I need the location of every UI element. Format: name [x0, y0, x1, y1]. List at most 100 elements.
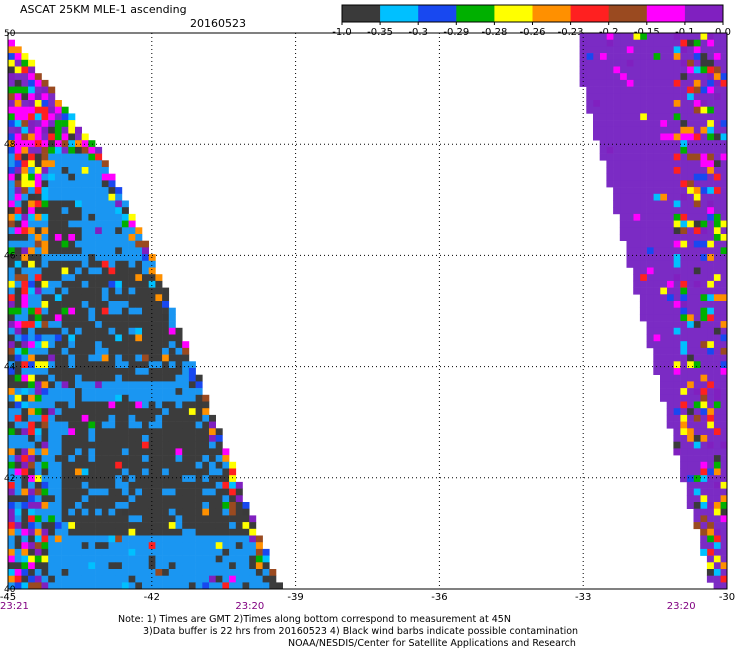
- swath-cell: [75, 562, 82, 570]
- swath-cell: [162, 475, 170, 483]
- swath-cell: [61, 140, 69, 148]
- swath-cell: [229, 575, 237, 583]
- swath-cell: [135, 569, 143, 576]
- swath-cell: [8, 528, 15, 536]
- swath-cell: [155, 488, 163, 496]
- swath-cell: [115, 361, 123, 369]
- swath-cell: [680, 274, 688, 282]
- swath-cell: [706, 542, 714, 550]
- swath-cell: [720, 575, 728, 583]
- swath-cell: [586, 106, 594, 114]
- swath-cell: [81, 146, 89, 154]
- swath-cell: [88, 374, 96, 382]
- swath-cell: [81, 200, 89, 208]
- swath-cell: [95, 401, 103, 409]
- swath-cell: [148, 569, 156, 576]
- swath-cell: [706, 481, 714, 489]
- swath-cell: [613, 53, 621, 61]
- swath-cell: [54, 126, 62, 134]
- swath-cell: [135, 448, 143, 456]
- swath-cell: [54, 146, 62, 154]
- swath-cell: [633, 53, 641, 61]
- swath-cell: [660, 301, 667, 308]
- swath-cell: [54, 140, 62, 148]
- swath-cell: [21, 481, 29, 489]
- swath-cell: [646, 153, 654, 161]
- swath-cell: [21, 347, 29, 355]
- swath-cell: [115, 321, 123, 329]
- swath-cell: [14, 93, 22, 101]
- swath-cell: [720, 341, 728, 349]
- swath-cell: [175, 334, 183, 342]
- swath-cell: [720, 334, 728, 342]
- swath-cell: [706, 508, 714, 516]
- swath-cell: [693, 421, 701, 429]
- swath-cell: [75, 394, 82, 402]
- swath-cell: [209, 548, 216, 556]
- swath-cell: [626, 33, 634, 40]
- swath-cell: [61, 475, 69, 483]
- swath-cell: [101, 173, 109, 181]
- swath-cell: [706, 535, 714, 543]
- swath-cell: [48, 314, 56, 322]
- swath-cell: [34, 408, 42, 416]
- swath-cell: [115, 334, 123, 342]
- swath-cell: [653, 173, 661, 181]
- swath-cell: [101, 374, 109, 382]
- swath-cell: [720, 555, 728, 563]
- swath-cell: [101, 515, 109, 523]
- swath-cell: [81, 180, 89, 188]
- swath-cell: [68, 401, 76, 409]
- swath-cell: [720, 368, 728, 375]
- swath-cell: [222, 548, 230, 556]
- swath-cell: [155, 548, 163, 556]
- swath-cell: [720, 53, 728, 61]
- swath-cell: [41, 146, 49, 154]
- swath-cell: [693, 247, 701, 255]
- swath-cell: [255, 582, 263, 590]
- swath-cell: [8, 441, 15, 449]
- swath-cell: [706, 495, 714, 503]
- swath-cell: [21, 93, 29, 101]
- swath-cell: [626, 100, 634, 107]
- swath-cell: [706, 187, 714, 195]
- swath-cell: [34, 294, 42, 302]
- swath-cell: [14, 234, 22, 241]
- swath-cell: [706, 274, 714, 282]
- swath-cell: [8, 542, 15, 550]
- swath-cell: [34, 421, 42, 429]
- swath-cell: [720, 448, 728, 456]
- swath-cell: [21, 388, 29, 396]
- swath-cell: [14, 347, 22, 355]
- swath-cell: [155, 280, 163, 288]
- swath-cell: [115, 562, 123, 570]
- swath-cell: [660, 307, 667, 315]
- swath-cell: [666, 374, 674, 382]
- swath-cell: [121, 301, 129, 308]
- swath-cell: [135, 327, 143, 335]
- swath-cell: [61, 515, 69, 523]
- swath-cell: [693, 354, 701, 362]
- swath-cell: [68, 126, 76, 134]
- swath-cell: [28, 93, 36, 101]
- swath-cell: [48, 106, 56, 114]
- swath-cell: [95, 153, 103, 161]
- swath-cell: [108, 401, 116, 409]
- swath-cell: [8, 314, 15, 322]
- swath-cell: [619, 39, 627, 47]
- swath-cell: [155, 354, 163, 362]
- swath-cell: [81, 140, 89, 148]
- swath-cell: [673, 193, 681, 201]
- swath-cell: [706, 73, 714, 81]
- swath-cell: [162, 414, 170, 422]
- swath-cell: [68, 294, 76, 302]
- swath-cell: [168, 414, 176, 422]
- swath-cell: [680, 414, 688, 422]
- swath-cell: [162, 441, 170, 449]
- swath-cell: [21, 548, 29, 556]
- swath-cell: [720, 361, 728, 369]
- swath-cell: [188, 515, 196, 523]
- swath-cell: [48, 113, 56, 121]
- swath-cell: [14, 542, 22, 550]
- swath-cell: [653, 287, 661, 295]
